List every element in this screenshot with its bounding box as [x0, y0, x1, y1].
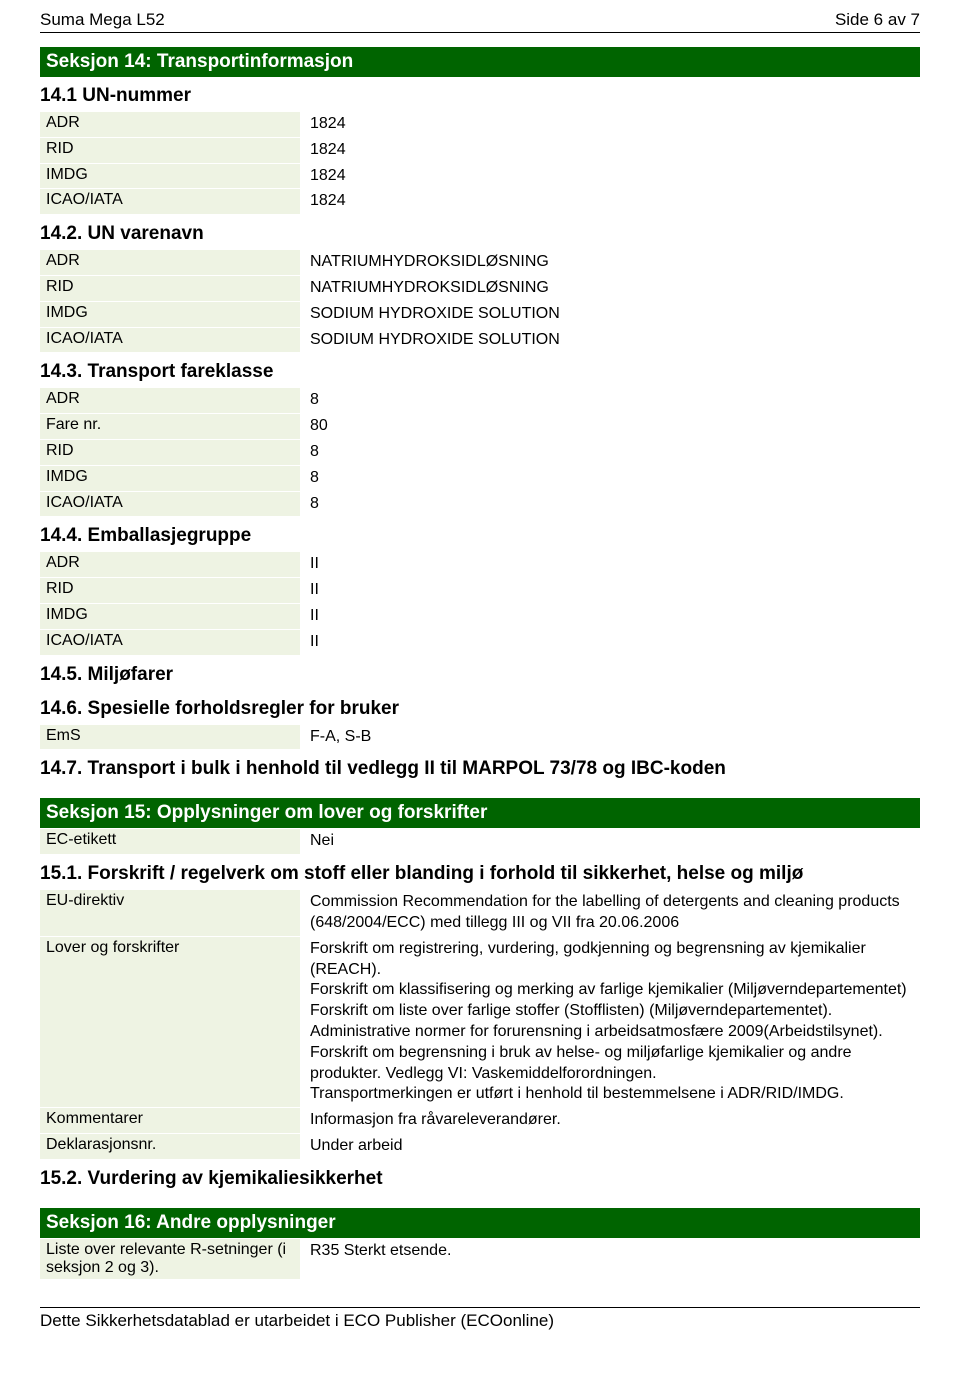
table-row: ICAO/IATA8: [40, 492, 920, 517]
row-value: Nei: [300, 829, 344, 854]
row-value: 80: [300, 414, 338, 439]
table-row: ICAO/IATASODIUM HYDROXIDE SOLUTION: [40, 328, 920, 353]
row-value: 1824: [300, 164, 356, 189]
table-row: ADRII: [40, 552, 920, 577]
row-label: ICAO/IATA: [40, 630, 300, 655]
table-row: RID8: [40, 440, 920, 465]
row-value: SODIUM HYDROXIDE SOLUTION: [300, 302, 570, 327]
row-label: ADR: [40, 112, 300, 137]
row-label: ADR: [40, 250, 300, 275]
table-row: EC-etikettNei: [40, 829, 920, 854]
row-value: II: [300, 552, 329, 577]
row-value: F-A, S-B: [300, 725, 381, 750]
table-row: RID1824: [40, 138, 920, 163]
row-value: R35 Sterkt etsende.: [300, 1239, 461, 1279]
section-14-title: Seksjon 14: Transportinformasjon: [40, 47, 920, 77]
row-label: EU-direktiv: [40, 890, 300, 936]
heading-14-4: 14.4. Emballasjegruppe: [40, 517, 920, 551]
row-value: NATRIUMHYDROKSIDLØSNING: [300, 276, 559, 301]
table-row: IMDGII: [40, 604, 920, 629]
table-row: ICAO/IATAII: [40, 630, 920, 655]
row-value: 1824: [300, 189, 356, 214]
heading-14-5: 14.5. Miljøfarer: [40, 656, 920, 690]
table-row: Fare nr.80: [40, 414, 920, 439]
table-row: RIDII: [40, 578, 920, 603]
row-value: II: [300, 578, 329, 603]
heading-14-2: 14.2. UN varenavn: [40, 215, 920, 249]
table-row: ICAO/IATA1824: [40, 189, 920, 214]
table-row: Deklarasjonsnr.Under arbeid: [40, 1134, 920, 1159]
row-label: RID: [40, 440, 300, 465]
footer-text: Dette Sikkerhetsdatablad er utarbeidet i…: [40, 1311, 554, 1330]
row-value: SODIUM HYDROXIDE SOLUTION: [300, 328, 570, 353]
row-label: Kommentarer: [40, 1108, 300, 1133]
table-row: ADR8: [40, 388, 920, 413]
table-row: IMDGSODIUM HYDROXIDE SOLUTION: [40, 302, 920, 327]
page-header: Suma Mega L52 Side 6 av 7: [40, 0, 920, 33]
row-label: IMDG: [40, 164, 300, 189]
row-label: Deklarasjonsnr.: [40, 1134, 300, 1159]
row-label: ICAO/IATA: [40, 189, 300, 214]
table-row: Liste over relevante R-setninger (i seks…: [40, 1239, 920, 1279]
row-value: 1824: [300, 112, 356, 137]
section-15-title: Seksjon 15: Opplysninger om lover og for…: [40, 798, 920, 828]
header-right: Side 6 av 7: [835, 10, 920, 30]
table-row: IMDG1824: [40, 164, 920, 189]
row-label: RID: [40, 578, 300, 603]
table-row: ADR1824: [40, 112, 920, 137]
table-row: KommentarerInformasjon fra råvareleveran…: [40, 1108, 920, 1133]
row-value: 8: [300, 492, 329, 517]
table-row: EmSF-A, S-B: [40, 725, 920, 750]
table-row: EU-direktivCommission Recommendation for…: [40, 890, 920, 936]
row-label: Liste over relevante R-setninger (i seks…: [40, 1239, 300, 1279]
heading-14-7: 14.7. Transport i bulk i henhold til ved…: [40, 750, 920, 784]
heading-14-1: 14.1 UN-nummer: [40, 77, 920, 111]
row-label: IMDG: [40, 302, 300, 327]
section-16-title: Seksjon 16: Andre opplysninger: [40, 1208, 920, 1238]
row-label: IMDG: [40, 466, 300, 491]
heading-15-2: 15.2. Vurdering av kjemikaliesikkerhet: [40, 1160, 920, 1194]
row-label: ICAO/IATA: [40, 328, 300, 353]
row-label: Fare nr.: [40, 414, 300, 439]
row-value: Forskrift om registrering, vurdering, go…: [300, 937, 920, 1107]
table-row: RIDNATRIUMHYDROKSIDLØSNING: [40, 276, 920, 301]
table-row: ADRNATRIUMHYDROKSIDLØSNING: [40, 250, 920, 275]
row-value: Informasjon fra råvareleverandører.: [300, 1108, 571, 1133]
row-value: 8: [300, 388, 329, 413]
table-row: Lover og forskrifterForskrift om registr…: [40, 937, 920, 1107]
row-value: NATRIUMHYDROKSIDLØSNING: [300, 250, 559, 275]
row-value: 8: [300, 440, 329, 465]
row-label: ICAO/IATA: [40, 492, 300, 517]
row-label: EmS: [40, 725, 300, 750]
table-row: IMDG8: [40, 466, 920, 491]
row-label: ADR: [40, 388, 300, 413]
page-footer: Dette Sikkerhetsdatablad er utarbeidet i…: [40, 1307, 920, 1331]
row-label: Lover og forskrifter: [40, 937, 300, 1107]
row-label: EC-etikett: [40, 829, 300, 854]
row-value: 1824: [300, 138, 356, 163]
header-left: Suma Mega L52: [40, 10, 165, 30]
row-label: RID: [40, 138, 300, 163]
row-value: II: [300, 604, 329, 629]
row-value: 8: [300, 466, 329, 491]
row-value: Commission Recommendation for the labell…: [300, 890, 920, 936]
row-label: IMDG: [40, 604, 300, 629]
heading-14-3: 14.3. Transport fareklasse: [40, 353, 920, 387]
row-value: II: [300, 630, 329, 655]
row-label: RID: [40, 276, 300, 301]
heading-14-6: 14.6. Spesielle forholdsregler for bruke…: [40, 690, 920, 724]
heading-15-1: 15.1. Forskrift / regelverk om stoff ell…: [40, 855, 920, 889]
row-value: Under arbeid: [300, 1134, 413, 1159]
row-label: ADR: [40, 552, 300, 577]
